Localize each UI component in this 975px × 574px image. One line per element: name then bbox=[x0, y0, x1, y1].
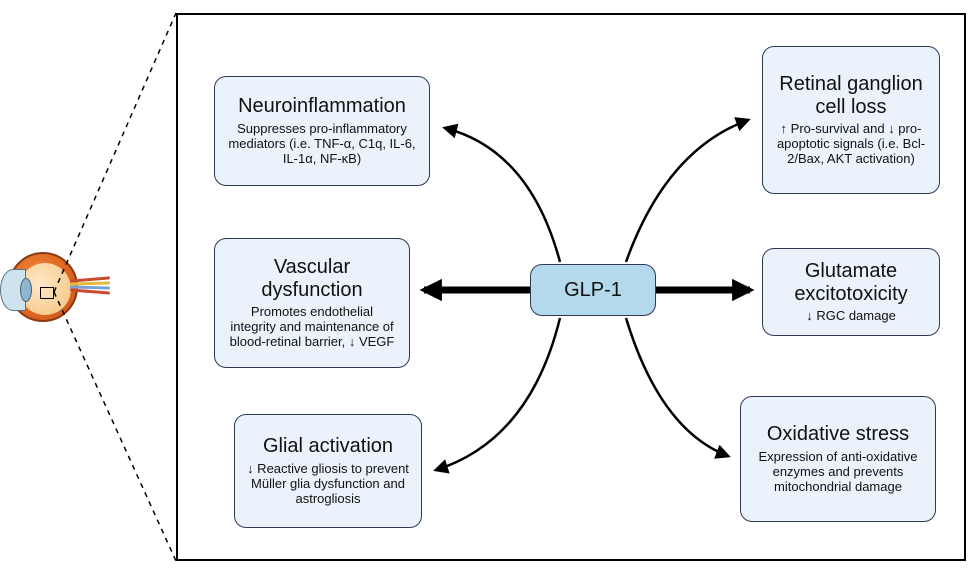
node-title: Retinal ganglion cell loss bbox=[775, 73, 927, 118]
node-glutamate-excitotoxicity: Glutamate excitotoxicity ↓ RGC damage bbox=[762, 248, 940, 336]
node-glial-activation: Glial activation ↓ Reactive gliosis to p… bbox=[234, 414, 422, 528]
node-title: Vascular dysfunction bbox=[227, 256, 397, 301]
eye-lens bbox=[20, 278, 32, 302]
diagram-stage: GLP-1 Neuroinflammation Suppresses pro-i… bbox=[0, 0, 975, 574]
node-title: Glutamate excitotoxicity bbox=[775, 260, 927, 305]
node-title: Glial activation bbox=[263, 435, 393, 457]
node-title: Neuroinflammation bbox=[238, 95, 406, 117]
node-oxidative-stress: Oxidative stress Expression of anti-oxid… bbox=[740, 396, 936, 522]
node-desc: Suppresses pro-inflammatory mediators (i… bbox=[227, 122, 417, 167]
eye-sclera bbox=[8, 252, 78, 322]
node-desc: ↓ RGC damage bbox=[806, 309, 896, 324]
node-desc: ↑ Pro-survival and ↓ pro-apoptotic signa… bbox=[775, 122, 927, 167]
eye-illustration bbox=[8, 252, 78, 322]
node-vascular-dysfunction: Vascular dysfunction Promotes endothelia… bbox=[214, 238, 410, 368]
node-desc: Promotes endothelial integrity and maint… bbox=[227, 305, 397, 350]
center-node-glp1: GLP-1 bbox=[530, 264, 656, 316]
eye-zoom-rect bbox=[40, 287, 54, 299]
node-neuroinflammation: Neuroinflammation Suppresses pro-inflamm… bbox=[214, 76, 430, 186]
node-desc: Expression of anti-oxidative enzymes and… bbox=[753, 450, 923, 495]
node-title: Oxidative stress bbox=[767, 423, 909, 445]
center-node-label: GLP-1 bbox=[564, 279, 622, 302]
node-desc: ↓ Reactive gliosis to prevent Müller gli… bbox=[247, 462, 409, 507]
node-rgc-loss: Retinal ganglion cell loss ↑ Pro-surviva… bbox=[762, 46, 940, 194]
optic-nerve bbox=[70, 278, 110, 296]
